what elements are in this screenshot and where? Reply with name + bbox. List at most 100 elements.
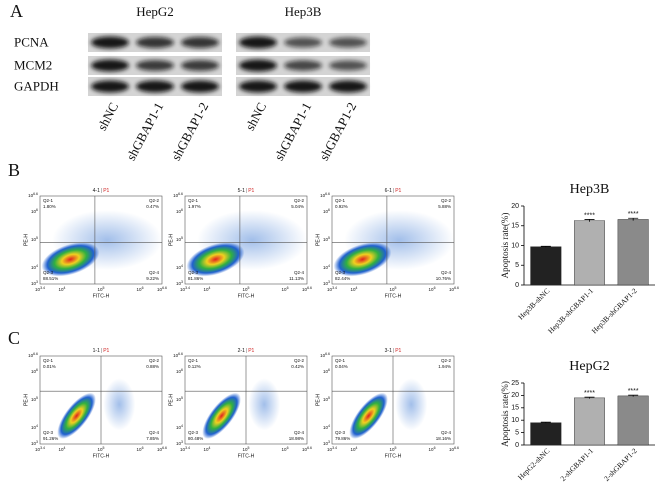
tick-base: 10 bbox=[98, 287, 104, 292]
y-tick-label: 25 bbox=[511, 380, 519, 387]
quadrant-name: Q2-4 bbox=[149, 430, 160, 435]
tick-base: 10 bbox=[176, 425, 182, 430]
quadrant-value: 82.44% bbox=[335, 276, 350, 281]
x-axis-label: FITC-H bbox=[93, 293, 110, 299]
tick-label: 106.6 bbox=[320, 352, 330, 358]
tick-base: 10 bbox=[203, 447, 209, 452]
tick-exp: 4 bbox=[355, 286, 357, 290]
tick-label: 106.6 bbox=[173, 192, 183, 198]
tick-base: 10 bbox=[302, 287, 308, 292]
gate-name: P1 bbox=[248, 188, 254, 194]
quadrant-value: 91.26% bbox=[43, 436, 58, 441]
tick-exp: 4 bbox=[328, 264, 330, 268]
density-sparse bbox=[248, 378, 281, 431]
quadrant-name: Q2-4 bbox=[294, 430, 305, 435]
tick-base: 10 bbox=[35, 287, 41, 292]
lane-label: shGBAP1-2 bbox=[168, 100, 211, 163]
tick-label: 106 bbox=[282, 446, 289, 452]
plot-name: 3-1 bbox=[385, 348, 392, 354]
x-axis-label: FITC-H bbox=[93, 453, 110, 459]
tick-base: 10 bbox=[176, 209, 182, 214]
tick-label: 103.4 bbox=[327, 286, 337, 292]
tick-base: 10 bbox=[173, 353, 179, 358]
blot-band bbox=[239, 80, 277, 93]
quadrant-value: 7.85% bbox=[146, 436, 159, 441]
tick-label: 103 bbox=[323, 440, 330, 446]
tick-exp: 4 bbox=[63, 446, 65, 450]
quadrant-name: Q2-2 bbox=[441, 198, 452, 203]
tick-exp: 6 bbox=[287, 446, 289, 450]
tick-base: 10 bbox=[323, 441, 329, 446]
y-tick-label: 10 bbox=[511, 242, 519, 249]
blot-band bbox=[91, 36, 129, 49]
tick-exp: 3.4 bbox=[332, 286, 337, 290]
tick-label: 105 bbox=[31, 236, 38, 242]
tick-exp: 6.6 bbox=[307, 286, 312, 290]
tick-label: 105 bbox=[390, 446, 397, 452]
tick-base: 10 bbox=[282, 287, 288, 292]
tick-base: 10 bbox=[449, 447, 455, 452]
gate-name: P1 bbox=[103, 348, 109, 354]
quadrant-name: Q2-2 bbox=[149, 198, 160, 203]
tick-base: 10 bbox=[176, 265, 182, 270]
tick-base: 10 bbox=[31, 425, 37, 430]
tick-base: 10 bbox=[31, 397, 37, 402]
quadrant-name: Q2-1 bbox=[335, 198, 346, 203]
tick-label: 105 bbox=[323, 396, 330, 402]
gate-name: P1 bbox=[395, 348, 401, 354]
tick-exp: 5 bbox=[248, 286, 250, 290]
tick-label: 106.6 bbox=[28, 192, 38, 198]
density bbox=[186, 242, 245, 277]
x-tick-label: 2-shGBAP1-2 bbox=[602, 446, 639, 483]
tick-base: 10 bbox=[31, 369, 37, 374]
density bbox=[202, 392, 241, 439]
tick-exp: 6 bbox=[434, 446, 436, 450]
plot-name: 5-1 bbox=[238, 188, 245, 194]
x-tick-label: Hep3B-shGBAP1-2 bbox=[590, 286, 639, 335]
y-tick-label: 0 bbox=[515, 442, 519, 449]
blot-band bbox=[239, 59, 277, 72]
tick-base: 10 bbox=[323, 265, 329, 270]
density bbox=[349, 392, 388, 439]
tick-base: 10 bbox=[243, 287, 249, 292]
tick-exp: 4 bbox=[355, 446, 357, 450]
density bbox=[41, 242, 100, 277]
separator: | bbox=[393, 348, 394, 354]
tick-label: 106.6 bbox=[28, 352, 38, 358]
separator: | bbox=[246, 348, 247, 354]
y-tick-label: 15 bbox=[511, 223, 519, 230]
tick-exp: 4 bbox=[36, 424, 38, 428]
quadrant-value: 1.94% bbox=[438, 364, 451, 369]
quadrant-name: Q2-1 bbox=[43, 198, 54, 203]
tick-label: 105 bbox=[390, 286, 397, 292]
x-axis-label: FITC-H bbox=[238, 453, 255, 459]
tick-exp: 4 bbox=[36, 264, 38, 268]
quadrant-value: 0.47% bbox=[146, 204, 159, 209]
tick-exp: 3 bbox=[328, 440, 330, 444]
tick-base: 10 bbox=[180, 287, 186, 292]
tick-base: 10 bbox=[157, 447, 163, 452]
quadrant-value: 1.97% bbox=[188, 204, 201, 209]
tick-exp: 3.4 bbox=[40, 446, 45, 450]
bar bbox=[574, 220, 605, 286]
tick-label: 106.6 bbox=[157, 446, 167, 452]
quadrant-name: Q2-2 bbox=[149, 358, 160, 363]
protein-label: MCM2 bbox=[14, 57, 52, 72]
tick-base: 10 bbox=[429, 447, 435, 452]
tick-exp: 3 bbox=[36, 440, 38, 444]
tick-exp: 3.4 bbox=[332, 446, 337, 450]
tick-exp: 3 bbox=[181, 440, 183, 444]
y-axis-label: PE-H bbox=[315, 394, 321, 406]
tick-label: 104 bbox=[31, 424, 38, 430]
tick-base: 10 bbox=[31, 441, 37, 446]
blot-band bbox=[181, 60, 219, 71]
tick-exp: 6 bbox=[36, 368, 38, 372]
tick-exp: 6.6 bbox=[33, 352, 38, 356]
error-bar bbox=[584, 219, 595, 222]
tick-exp: 6.6 bbox=[325, 352, 330, 356]
tick-exp: 6 bbox=[142, 446, 144, 450]
tick-base: 10 bbox=[323, 237, 329, 242]
tick-exp: 6 bbox=[328, 368, 330, 372]
tick-label: 106 bbox=[31, 368, 38, 374]
tick-label: 106 bbox=[429, 286, 436, 292]
